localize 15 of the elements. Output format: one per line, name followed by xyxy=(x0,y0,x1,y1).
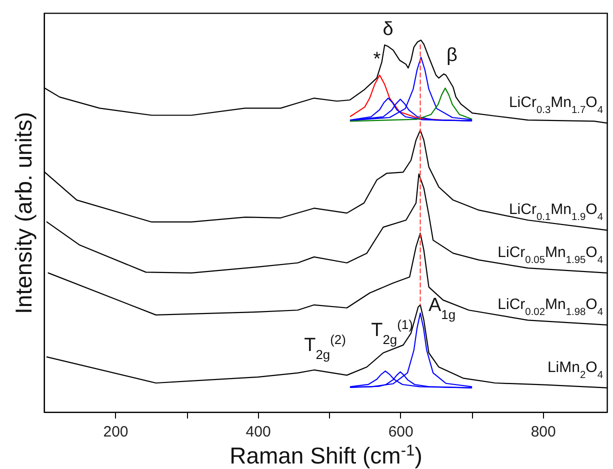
y-axis-title: Intensity (arb. units) xyxy=(10,112,36,314)
series-label: LiCr$_{0.02}$Mn$_{1.98}$O$_{4}$ xyxy=(498,296,604,318)
x-tick-label: 200 xyxy=(103,424,128,440)
x-tick-label: 800 xyxy=(530,424,556,440)
series-label: LiCr$_{0.3}$Mn$_{1.7}$O$_{4}$ xyxy=(508,94,604,116)
text: δ xyxy=(382,19,394,40)
series-label: LiMn$_{2}$O$_{4}$ xyxy=(547,358,604,380)
x-tick-label: 600 xyxy=(388,424,414,440)
x-axis-title: Raman Shift (cm$^{-1}$) xyxy=(230,442,422,468)
annotation: * xyxy=(373,49,382,70)
annotation: β xyxy=(446,45,458,66)
annotation: A$_{1g}$ xyxy=(428,295,456,322)
series-label: LiCr$_{0.05}$Mn$_{1.95}$O$_{4}$ xyxy=(498,244,604,266)
series-label: LiCr$_{0.1}$Mn$_{1.9}$O$_{4}$ xyxy=(508,201,604,223)
x-tick-label: 400 xyxy=(246,424,271,440)
